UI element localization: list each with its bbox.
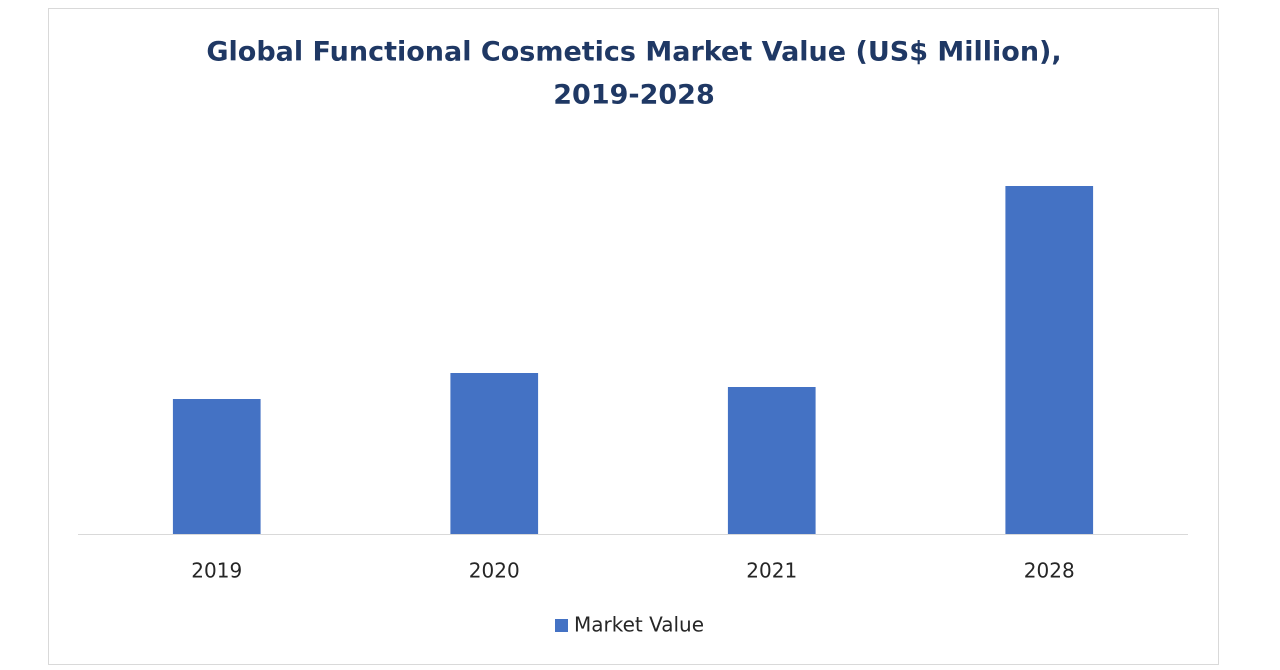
x-tick-label: 2019 [191, 559, 242, 583]
bar [450, 373, 539, 534]
x-tick-label: 2028 [1024, 559, 1075, 583]
chart-title: Global Functional Cosmetics Market Value… [206, 37, 1061, 68]
bar [1005, 186, 1094, 534]
bar [727, 387, 816, 534]
x-tick-label: 2020 [469, 559, 520, 583]
legend-label: Market Value [574, 613, 704, 637]
chart-title: 2019-2028 [553, 80, 715, 111]
bar [172, 399, 261, 534]
x-tick-label: 2021 [746, 559, 797, 583]
legend-swatch [555, 619, 568, 632]
